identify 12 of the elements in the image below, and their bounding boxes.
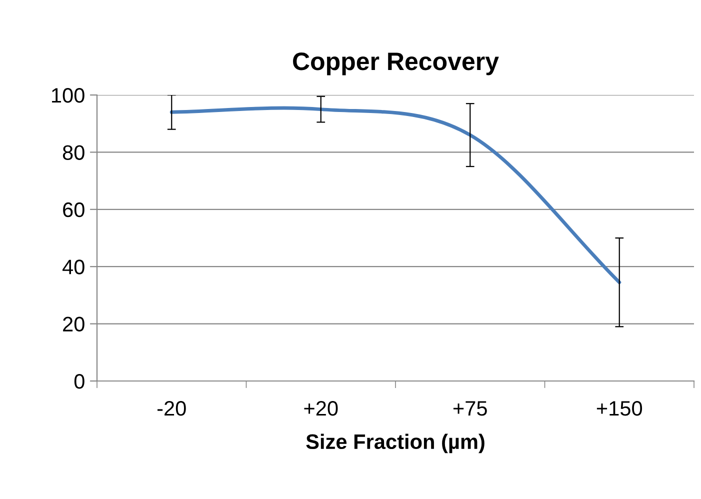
x-tick-label: +75 [453, 401, 487, 416]
y-tick-label: 60 [63, 202, 84, 218]
x-tick-label: +150 [596, 400, 642, 416]
y-tick-label: 100 [52, 88, 84, 103]
x-tick-label: +20 [304, 400, 338, 416]
y-tick-label: 0 [74, 374, 84, 389]
y-tick-label: 80 [62, 145, 84, 160]
x-tick-label: -20 [157, 400, 186, 416]
x-axis-title: Size Fraction (µm) [306, 434, 484, 454]
y-tick-label: 40 [62, 260, 84, 274]
chart-title: Copper Recovery [293, 52, 499, 76]
y-tick-label: 20 [63, 316, 84, 332]
